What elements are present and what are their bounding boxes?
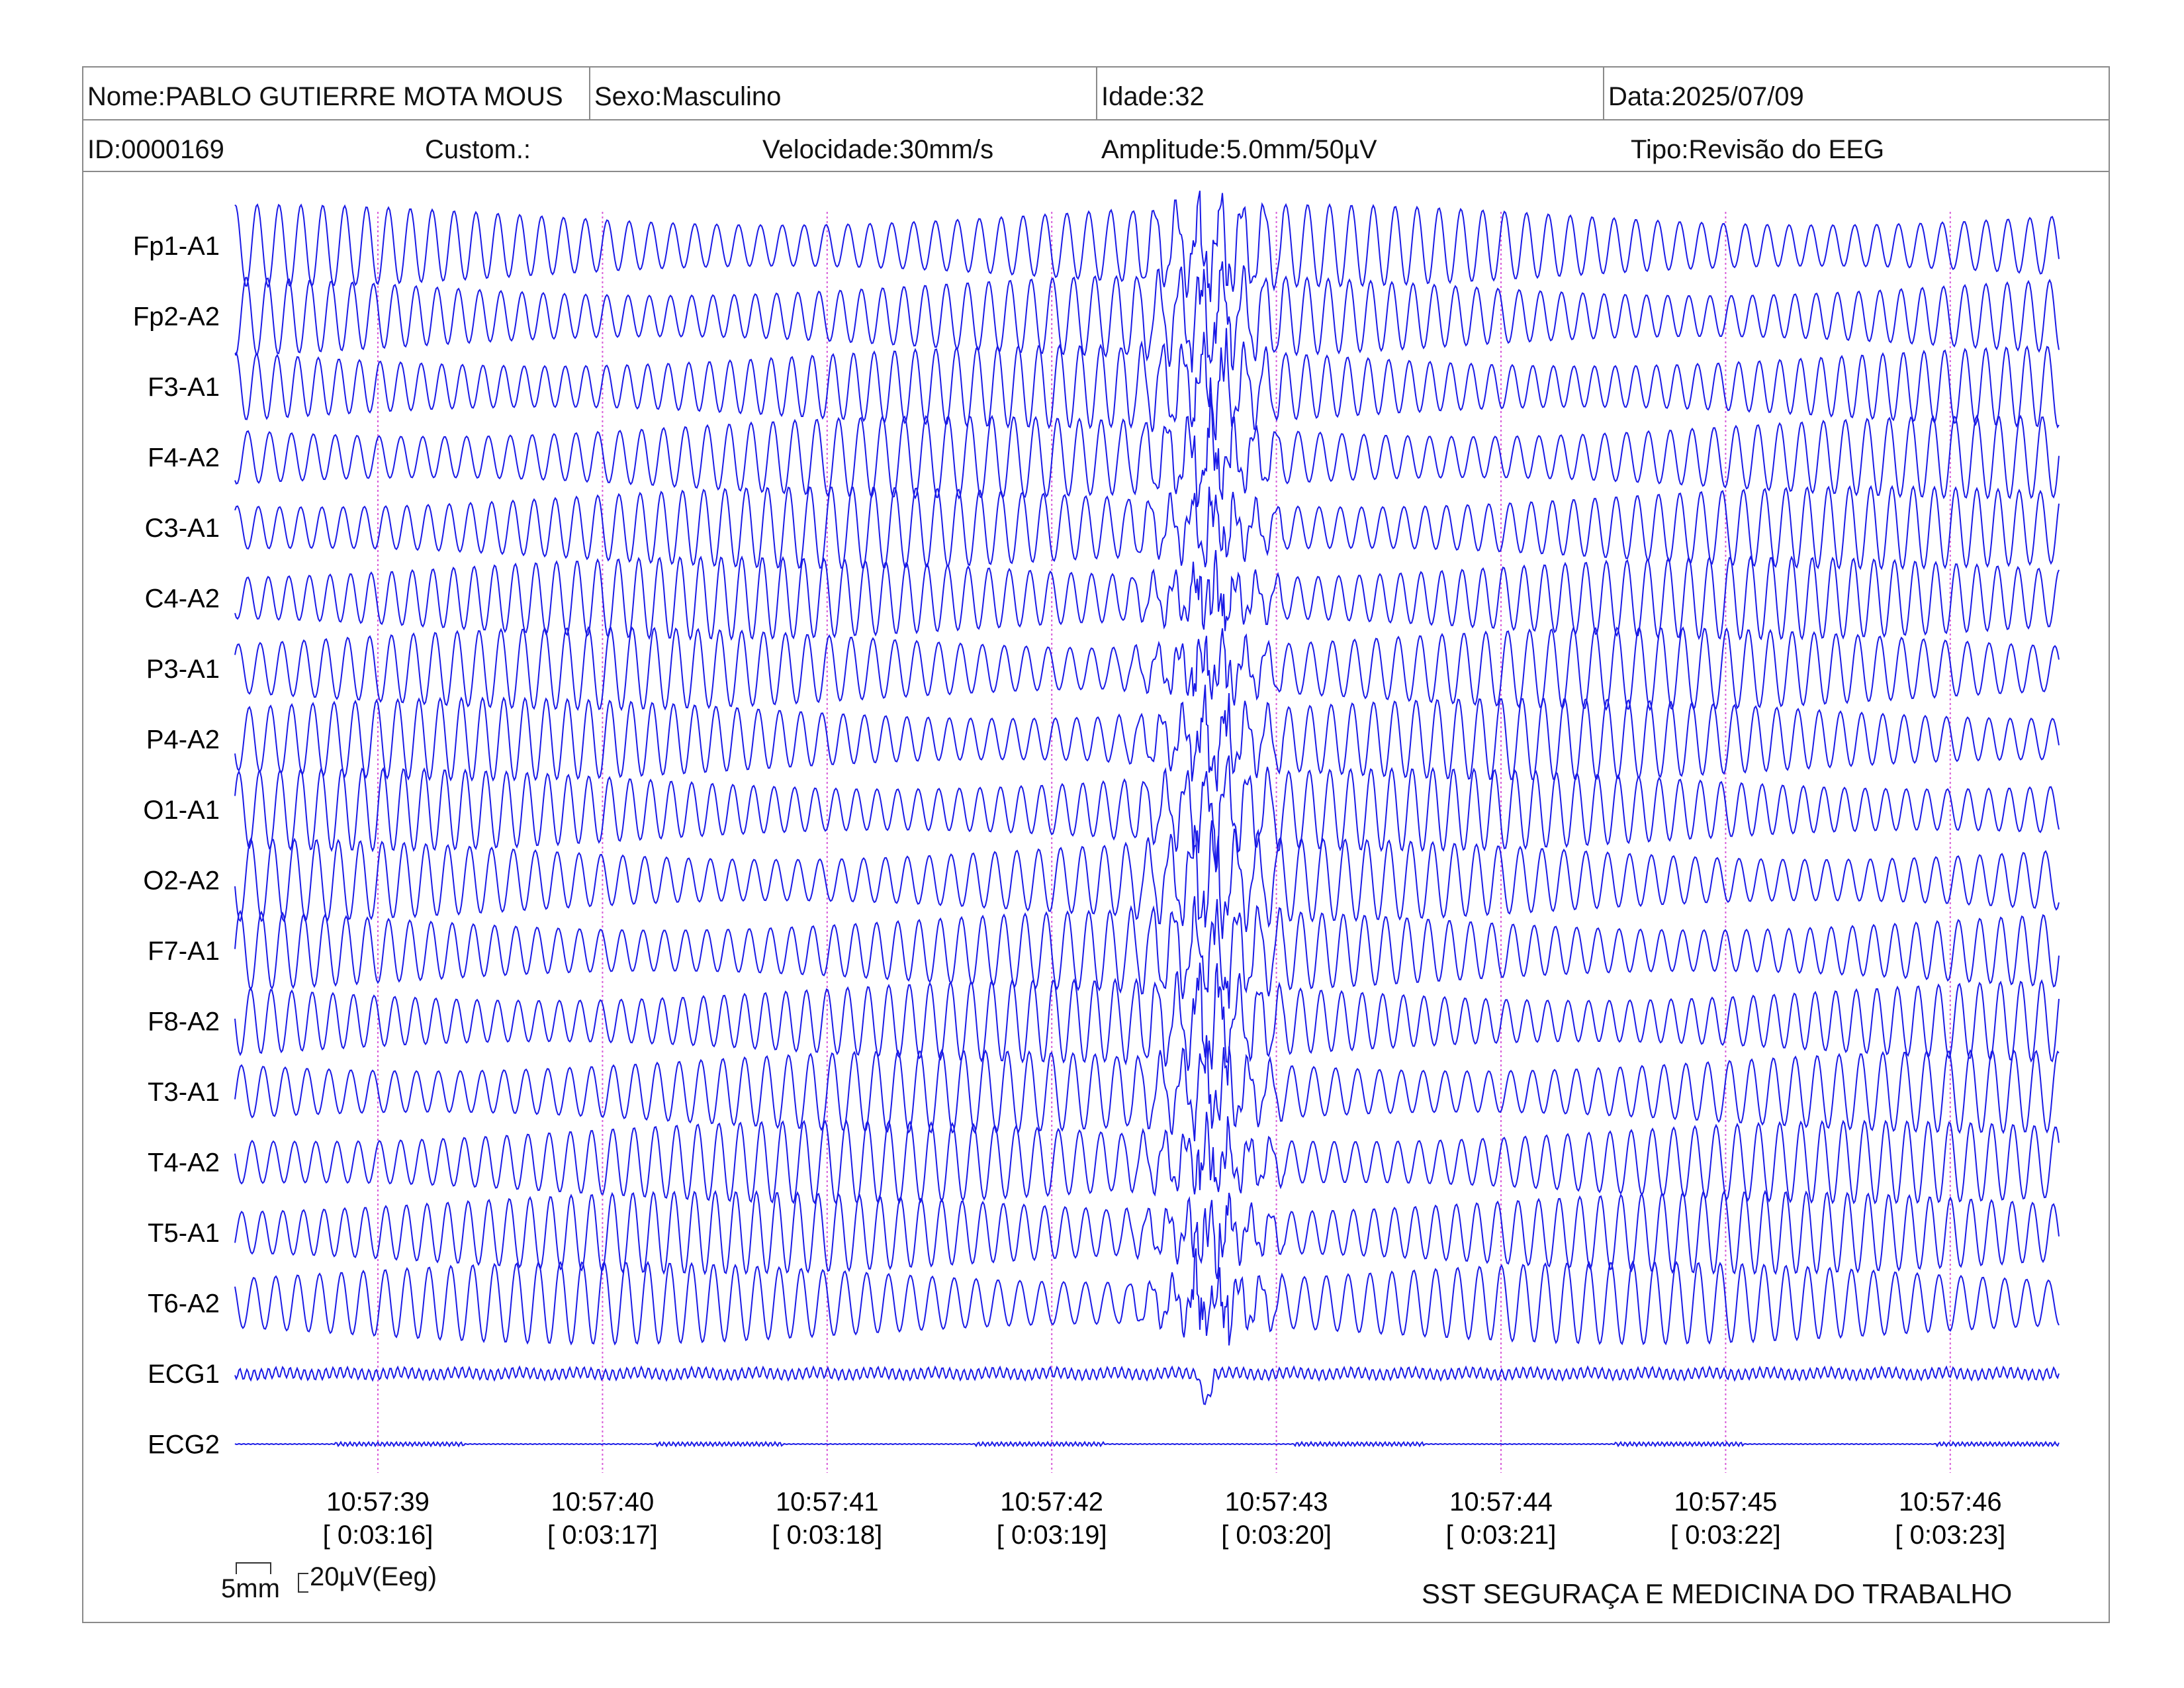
time-scale-bar [236,1562,271,1574]
channel-label: C4-A2 [145,585,220,614]
time-mark-clock: 10:57:40 [551,1487,655,1517]
channel-trace-f3-a1 [234,328,2060,441]
channel-label: Fp1-A1 [133,232,220,261]
header-cell-divider [589,66,590,119]
channel-trace-p4-a2 [234,684,2060,792]
channel-label: O1-A1 [143,796,220,825]
channel-label: Fp2-A2 [133,303,220,332]
patient-id: ID:0000169 [87,135,224,164]
time-mark-elapsed: [ 0:03:18] [772,1521,882,1550]
channel-trace-ecg1 [234,1365,2060,1405]
patient-sex: Sexo:Masculino [594,82,782,111]
channel-trace-o2-a2 [234,820,2060,939]
channel-label: T6-A2 [148,1289,220,1319]
header-divider [82,171,2110,172]
channel-label: T5-A1 [148,1219,220,1248]
channel-label: F8-A2 [148,1008,220,1037]
channel-trace-f8-a2 [234,962,2060,1071]
custom-field: Custom.: [425,135,531,164]
channel-trace-o1-a1 [234,755,2060,872]
channel-label: P4-A2 [146,726,220,755]
channel-trace-fp1-a1 [234,191,2060,303]
amp-scale-label: 20µV(Eeg) [310,1562,437,1591]
channel-trace-t6-a2 [234,1248,2060,1346]
channel-label: F3-A1 [148,373,220,402]
channel-label: O2-A2 [143,867,220,896]
patient-age: Idade:32 [1101,82,1205,111]
channel-trace-f4-a2 [234,393,2060,508]
time-mark-clock: 10:57:46 [1899,1487,2002,1517]
channel-trace-c3-a1 [234,485,2060,571]
time-scale-label: 5mm [221,1574,280,1603]
time-mark-elapsed: [ 0:03:16] [323,1521,433,1550]
time-mark-elapsed: [ 0:03:21] [1446,1521,1557,1550]
amp-scale-bar [298,1573,308,1593]
channel-trace-t3-a1 [234,1035,2060,1142]
channel-trace-f7-a1 [234,896,2060,1009]
exam-type: Tipo:Revisão do EEG [1631,135,1885,164]
footer-company: SST SEGURAÇA E MEDICINA DO TRABALHO [1422,1578,2013,1609]
channel-label: ECG1 [148,1360,220,1389]
channel-label: F7-A1 [148,937,220,966]
header-divider [82,119,2110,120]
time-mark-elapsed: [ 0:03:22] [1670,1521,1781,1550]
time-mark-clock: 10:57:45 [1674,1487,1778,1517]
channel-label: ECG2 [148,1430,220,1460]
channel-label: T4-A2 [148,1149,220,1178]
time-mark-clock: 10:57:41 [776,1487,879,1517]
time-mark-clock: 10:57:44 [1449,1487,1553,1517]
exam-date: Data:2025/07/09 [1608,82,1804,111]
channel-label: P3-A1 [146,655,220,684]
time-mark-clock: 10:57:43 [1225,1487,1328,1517]
channel-trace-fp2-a2 [234,261,2060,373]
channel-label: T3-A1 [148,1078,220,1107]
time-mark-elapsed: [ 0:03:19] [997,1521,1107,1550]
patient-name: Nome:PABLO GUTIERRE MOTA MOUS [87,82,563,111]
channel-trace-ecg2 [234,1440,2060,1448]
header-cell-divider [1603,66,1604,119]
channel-label: F4-A2 [148,444,220,473]
channel-trace-t4-a2 [234,1111,2060,1205]
header-cell-divider [1096,66,1097,119]
channel-trace-c4-a2 [234,549,2060,641]
channel-trace-t5-a1 [234,1190,2060,1280]
time-mark-elapsed: [ 0:03:20] [1221,1521,1332,1550]
time-mark-elapsed: [ 0:03:23] [1895,1521,2005,1550]
time-mark-elapsed: [ 0:03:17] [547,1521,658,1550]
amplitude-field: Amplitude:5.0mm/50µV [1101,135,1377,164]
speed-field: Velocidade:30mm/s [762,135,994,164]
time-mark-clock: 10:57:39 [326,1487,430,1517]
channel-trace-p3-a1 [234,626,2060,712]
time-mark-clock: 10:57:42 [1000,1487,1103,1517]
channel-label: C3-A1 [145,514,220,543]
